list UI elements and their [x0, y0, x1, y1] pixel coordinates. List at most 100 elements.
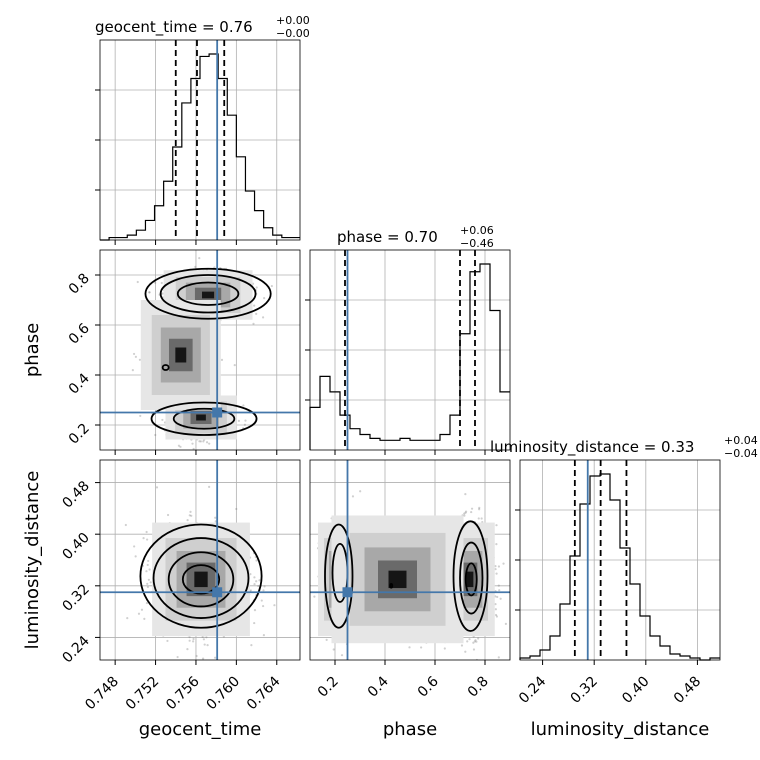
sample-point	[147, 559, 150, 563]
sample-point	[420, 646, 423, 649]
sample-point	[208, 442, 211, 445]
sample-point	[495, 615, 499, 618]
sample-point	[214, 656, 217, 659]
sample-point	[146, 563, 149, 567]
sample-point	[188, 636, 191, 639]
sample-point	[494, 613, 498, 617]
sample-point	[177, 444, 181, 447]
panel-frame	[309, 459, 511, 661]
sample-point	[262, 589, 265, 592]
sample-point	[497, 565, 501, 568]
tick-label-geocent_time: 0.764	[244, 673, 284, 713]
title-phase: phase = 0.70	[337, 228, 438, 246]
sample-point	[499, 597, 502, 600]
tick-label-geocent_time: 0.756	[163, 673, 203, 713]
tick-label-phase: 0.2	[66, 421, 93, 448]
xlabel-luminosity_distance: luminosity_distance	[531, 719, 710, 740]
truth-marker	[212, 407, 223, 418]
panel-hist-geocent_time	[95, 39, 301, 245]
sample-point	[206, 644, 209, 647]
sample-point	[260, 599, 263, 602]
title-geocent_time-plus: +0.00	[276, 14, 310, 27]
sample-point	[166, 639, 169, 643]
sample-point	[463, 514, 466, 517]
panel-content	[310, 460, 519, 660]
sample-point	[189, 510, 192, 513]
contour-line	[464, 562, 478, 597]
contour-line	[152, 537, 250, 619]
sample-point	[253, 621, 256, 625]
sample-point	[235, 507, 238, 511]
sample-point	[502, 562, 505, 565]
sample-point	[257, 584, 260, 588]
sample-point	[473, 640, 476, 643]
sample-point	[138, 358, 142, 361]
sample-point	[214, 516, 217, 519]
sample-point	[131, 368, 134, 372]
sample-point	[468, 638, 471, 641]
panel-content	[100, 460, 300, 660]
sample-point	[140, 608, 144, 611]
title-luminosity_distance: luminosity_distance = 0.33	[490, 438, 694, 457]
tick-label-phase: 0.4	[365, 673, 392, 700]
sample-point	[495, 572, 498, 575]
sample-point	[474, 639, 477, 642]
sample-point	[139, 414, 142, 418]
sample-point	[261, 316, 265, 319]
sample-point	[202, 638, 205, 641]
contour-line	[389, 582, 394, 589]
contour-line	[324, 523, 354, 629]
sample-point	[186, 519, 189, 522]
sample-point	[249, 589, 252, 592]
sample-point	[262, 634, 265, 637]
sample-point	[255, 286, 258, 289]
sample-point	[498, 589, 501, 592]
sample-point	[137, 612, 141, 615]
tick-label-luminosity_distance: 0.32	[59, 581, 92, 614]
sample-point	[253, 304, 256, 307]
ylabel-phase: phase	[22, 323, 43, 377]
sample-point	[340, 654, 344, 657]
sample-point	[214, 520, 217, 523]
sample-point	[201, 635, 204, 639]
sample-point	[253, 609, 257, 612]
panel-hist-phase	[305, 249, 511, 455]
panel-hist-luminosity_distance: 0.24 0.32 0.40 0.48	[515, 459, 721, 707]
sample-point	[201, 657, 205, 660]
sample-point	[478, 506, 481, 509]
sample-point	[233, 364, 236, 367]
sample-point	[496, 595, 499, 599]
sample-point	[255, 559, 258, 562]
tick-label-luminosity_distance: 0.40	[59, 530, 92, 563]
xlabel-phase: phase	[383, 719, 437, 740]
sample-point	[460, 644, 464, 647]
sample-point	[517, 602, 519, 604]
sample-point	[146, 538, 149, 541]
sample-point	[192, 640, 195, 643]
sample-point	[154, 281, 157, 284]
title-geocent_time-minus: −0.00	[276, 27, 310, 40]
truth-marker	[212, 587, 223, 598]
sample-point	[198, 440, 201, 443]
sample-point	[198, 257, 201, 260]
sample-point	[255, 312, 258, 316]
sample-point	[208, 485, 211, 488]
sample-point	[154, 433, 157, 437]
sample-point	[132, 352, 136, 356]
contour-line	[150, 401, 258, 436]
truth-marker	[342, 587, 353, 598]
sample-point	[325, 638, 328, 641]
xlabel-geocent_time: geocent_time	[139, 719, 262, 740]
sample-point	[263, 297, 266, 300]
density-block	[175, 347, 187, 363]
sample-point	[166, 513, 170, 517]
sample-point	[244, 419, 247, 422]
contour-line	[172, 407, 236, 430]
sample-point	[205, 441, 209, 444]
sample-point	[472, 641, 475, 644]
sample-point	[188, 639, 191, 642]
sample-point	[494, 608, 497, 611]
contour-line	[167, 551, 235, 608]
panel-content	[100, 250, 300, 450]
title-luminosity_distance-minus: −0.04	[724, 447, 758, 460]
